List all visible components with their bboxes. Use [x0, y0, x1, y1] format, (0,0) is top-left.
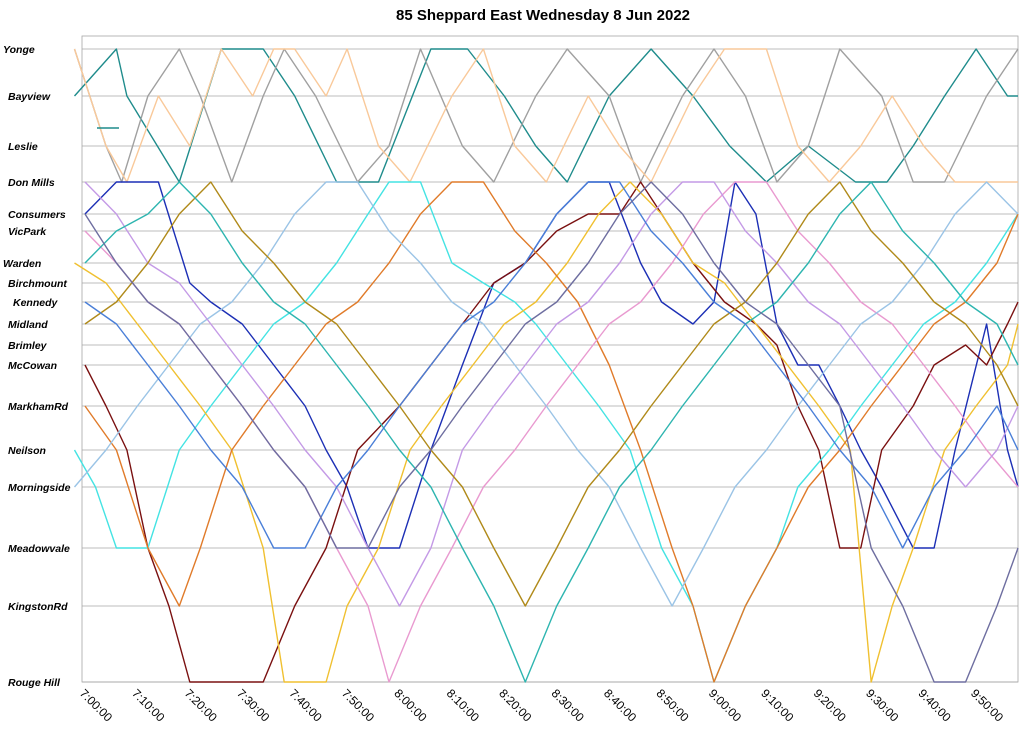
- time-tick-labels: 7:00:00 7:10:00 7:20:00 7:30:00 7:40:00 7:50:…: [77, 686, 1007, 724]
- series-line-10: [84, 181, 1019, 607]
- x-tick-label: 8:50:00: [653, 686, 691, 724]
- chart-title: 85 Sheppard East Wednesday 8 Jun 2022: [396, 7, 690, 24]
- stop-label: Yonge: [3, 44, 35, 56]
- series-line-5: [73, 181, 1019, 683]
- x-tick-label: 9:30:00: [863, 686, 901, 724]
- series-line-6: [74, 181, 1019, 683]
- stop-label: VicPark: [8, 226, 47, 238]
- stop-label: Meadowvale: [8, 543, 70, 555]
- stop-label: Rouge Hill: [8, 677, 61, 689]
- series-line-14: [84, 181, 1019, 683]
- series-line-8: [84, 181, 1019, 683]
- stop-label: Midland: [8, 319, 48, 331]
- gridlines: [82, 48, 1018, 683]
- x-tick-label: 9:20:00: [811, 686, 849, 724]
- x-tick-label: 7:00:00: [77, 686, 115, 724]
- x-tick-label: 9:40:00: [916, 686, 954, 724]
- stop-label: Bayview: [8, 91, 51, 103]
- series-line-7: [84, 181, 1019, 683]
- series-line-2: [73, 48, 1018, 183]
- stop-label: Morningside: [8, 482, 71, 494]
- stop-label: Neilson: [8, 445, 46, 457]
- x-tick-label: 9:00:00: [706, 686, 744, 724]
- series-line-13: [84, 181, 1019, 549]
- series-group: [73, 48, 1019, 683]
- series-line-1: [73, 48, 1019, 183]
- stop-label: KingstonRd: [8, 601, 68, 613]
- plot-area: [81, 35, 1019, 683]
- x-tick-label: 8:10:00: [444, 686, 482, 724]
- stop-label: Leslie: [8, 141, 38, 153]
- stop-label: Kennedy: [13, 297, 59, 309]
- x-tick-label: 8:20:00: [496, 686, 534, 724]
- x-tick-label: 7:20:00: [182, 686, 220, 724]
- series-line-9: [73, 181, 1019, 607]
- x-tick-label: 7:40:00: [287, 686, 325, 724]
- stop-label: Don Mills: [8, 177, 55, 189]
- stop-label: Brimley: [8, 340, 48, 352]
- stop-label: Consumers: [8, 209, 66, 221]
- x-tick-label: 7:10:00: [129, 686, 167, 724]
- x-tick-label: 9:10:00: [758, 686, 796, 724]
- stop-label: Warden: [3, 258, 41, 270]
- x-tick-label: 7:30:00: [234, 686, 272, 724]
- x-tick-label: 9:50:00: [968, 686, 1006, 724]
- x-tick-label: 8:30:00: [549, 686, 587, 724]
- x-tick-label: 7:50:00: [339, 686, 377, 724]
- stop-label: McCowan: [8, 360, 57, 372]
- series-line-12: [84, 181, 1019, 683]
- x-tick-label: 8:00:00: [391, 686, 429, 724]
- x-tick-label: 8:40:00: [601, 686, 639, 724]
- series-line-0: [73, 48, 1018, 183]
- stop-labels: Yonge Bayview Leslie Don Mills Consumers VicP…: [3, 44, 71, 689]
- series-line-4: [84, 181, 1019, 683]
- series-line-11: [84, 181, 1019, 607]
- stop-label: Birchmount: [8, 278, 67, 290]
- stop-label: MarkhamRd: [8, 401, 69, 413]
